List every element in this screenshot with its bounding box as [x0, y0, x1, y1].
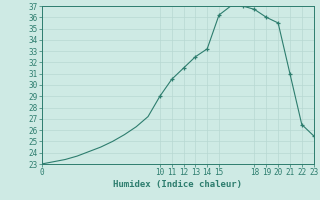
- X-axis label: Humidex (Indice chaleur): Humidex (Indice chaleur): [113, 180, 242, 189]
